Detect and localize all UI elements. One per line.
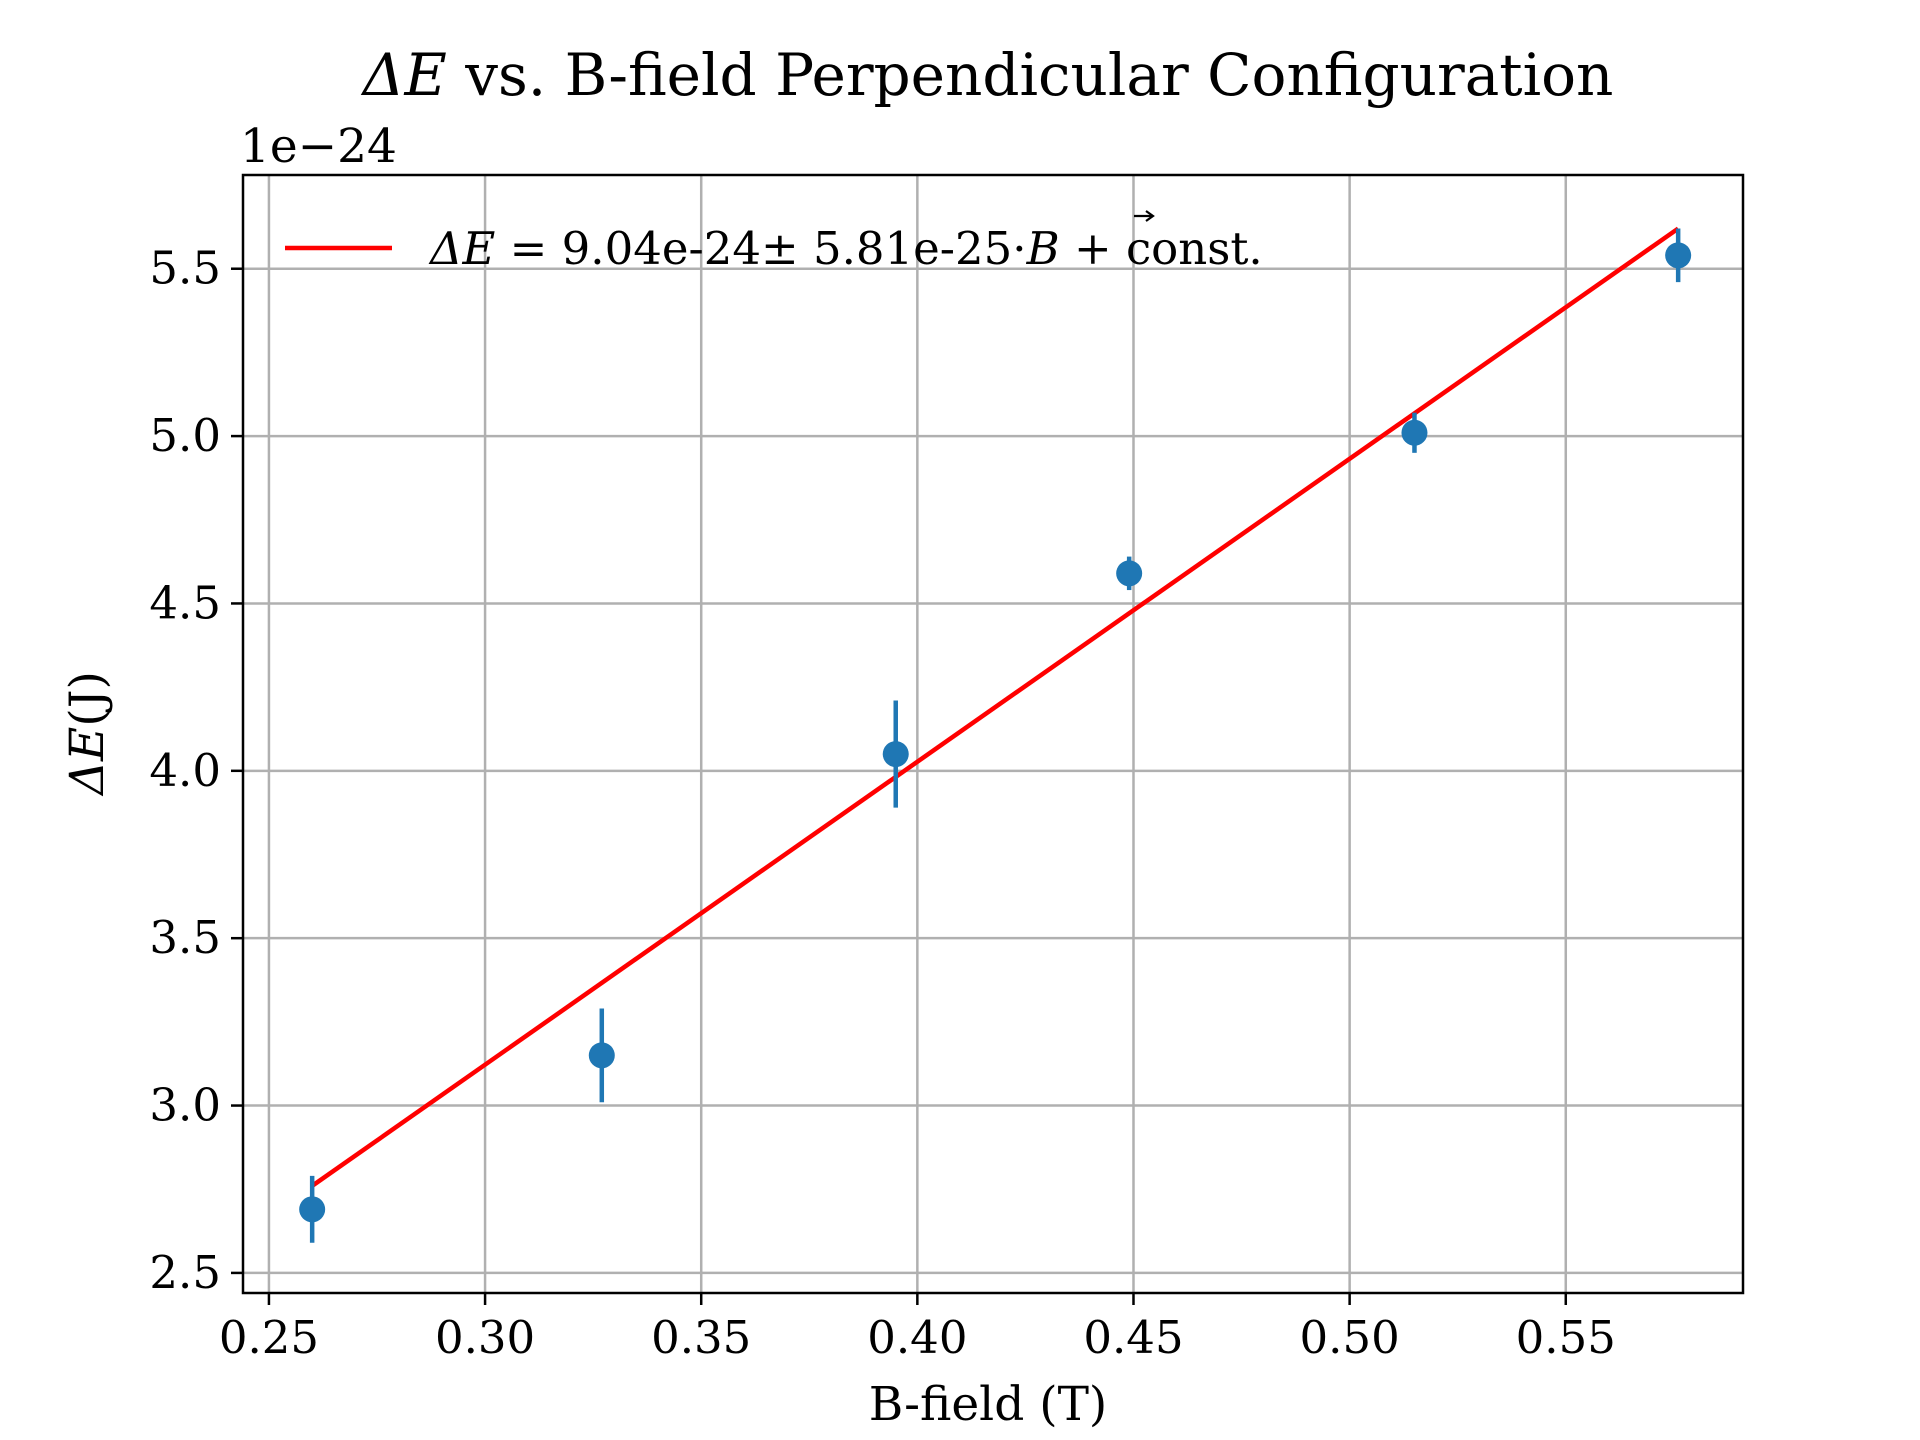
fit-line-layer: [310, 226, 1680, 1188]
grid: [243, 175, 1743, 1293]
y-offset-label: 1e−24: [240, 119, 397, 174]
y-axis-label: ΔE(J): [60, 671, 115, 797]
vector-arrow-icon: [1134, 210, 1155, 222]
x-axis-label: B-field (T): [869, 1377, 1108, 1432]
x-tick-label: 0.50: [1300, 1311, 1400, 1364]
data-point: [1401, 419, 1428, 446]
chart-title: ΔE vs. B-field Perpendicular Configurati…: [361, 41, 1614, 109]
x-tick-label: 0.25: [219, 1311, 319, 1364]
y-tick-label: 5.5: [149, 242, 221, 295]
x-tick-label: 0.35: [651, 1311, 751, 1364]
x-tick-label: 0.30: [435, 1311, 535, 1364]
data-points-layer: [299, 228, 1692, 1243]
plot-frame: [241, 173, 1745, 1295]
y-axis: 2.5 3.0 3.5 4.0 4.5 5.0 5.5: [149, 242, 243, 1299]
x-tick-label: 0.45: [1083, 1311, 1183, 1364]
x-tick-label: 0.40: [867, 1311, 967, 1364]
x-tick-label: 0.55: [1516, 1311, 1616, 1364]
y-tick-label: 3.5: [149, 911, 221, 964]
y-tick-label: 3.0: [149, 1079, 221, 1132]
data-point: [588, 1042, 615, 1069]
y-tick-label: 4.5: [149, 576, 221, 629]
data-point: [882, 741, 909, 768]
x-axis: 0.25 0.30 0.35 0.40 0.45 0.50 0.55: [219, 1293, 1616, 1364]
legend: ΔE = 9.04e-24± 5.81e-25·B + const.: [285, 210, 1263, 275]
data-point: [299, 1196, 326, 1223]
fit-line: [310, 226, 1680, 1188]
legend-label: ΔE = 9.04e-24± 5.81e-25·B + const.: [428, 222, 1263, 275]
data-point: [1116, 560, 1143, 587]
y-tick-label: 2.5: [149, 1246, 221, 1299]
data-point: [1665, 242, 1692, 269]
y-tick-label: 5.0: [149, 409, 221, 462]
y-tick-label: 4.0: [149, 744, 221, 797]
